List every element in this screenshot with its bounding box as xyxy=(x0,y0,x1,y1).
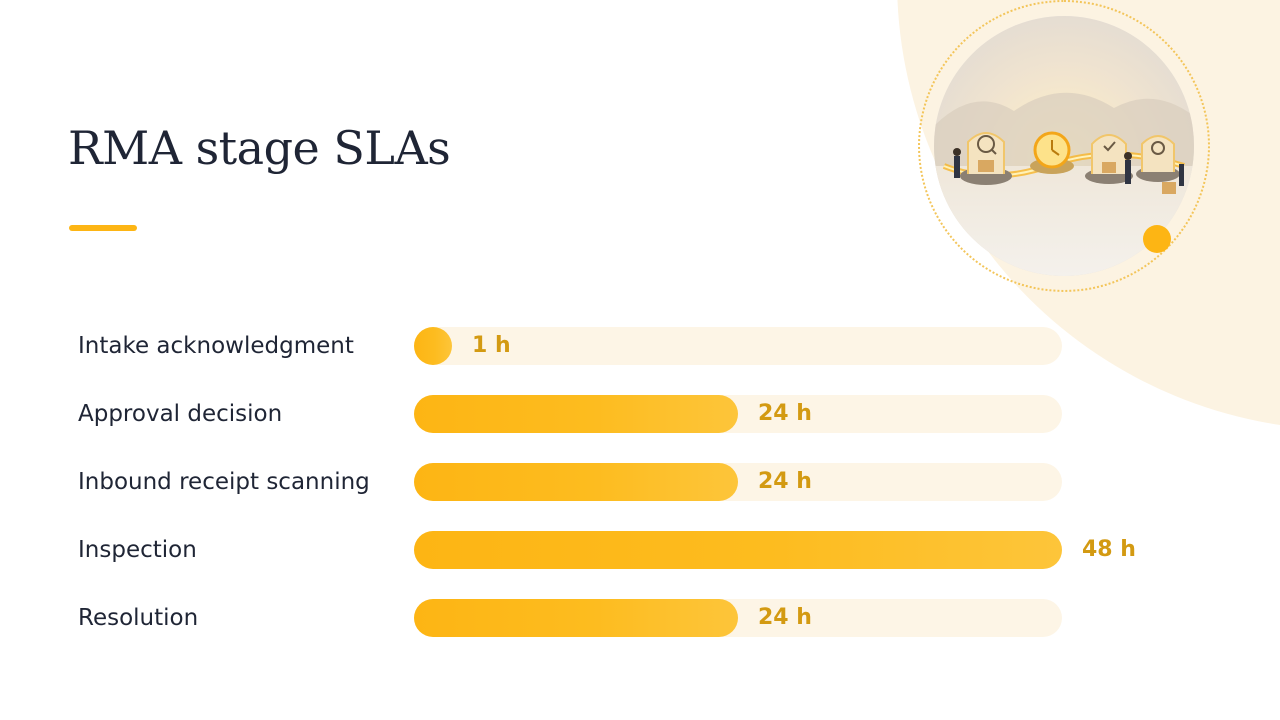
bar-inspection xyxy=(414,531,1062,569)
bar-approval-decision xyxy=(414,395,738,433)
value-label-inspection: 48 h xyxy=(1082,537,1136,562)
bar-track-intake-acknowledgment xyxy=(414,327,1062,365)
photo-accent-dot xyxy=(1143,225,1171,253)
category-label-resolution: Resolution xyxy=(78,605,199,631)
category-label-inbound-receipt-scanning: Inbound receipt scanning xyxy=(78,469,370,495)
bar-resolution xyxy=(414,599,738,637)
category-label-intake-acknowledgment: Intake acknowledgment xyxy=(78,333,354,359)
category-label-approval-decision: Approval decision xyxy=(78,401,283,427)
value-label-resolution: 24 h xyxy=(758,605,812,630)
value-label-approval-decision: 24 h xyxy=(758,401,812,426)
slide-title: RMA stage SLAs xyxy=(68,121,451,175)
bar-inbound-receipt-scanning xyxy=(414,463,738,501)
title-underline xyxy=(69,225,137,231)
bar-intake-acknowledgment xyxy=(414,327,452,365)
category-label-inspection: Inspection xyxy=(78,537,197,563)
value-label-inbound-receipt-scanning: 24 h xyxy=(758,469,812,494)
photo-dotted-ring xyxy=(918,0,1210,292)
value-label-intake-acknowledgment: 1 h xyxy=(472,333,511,358)
